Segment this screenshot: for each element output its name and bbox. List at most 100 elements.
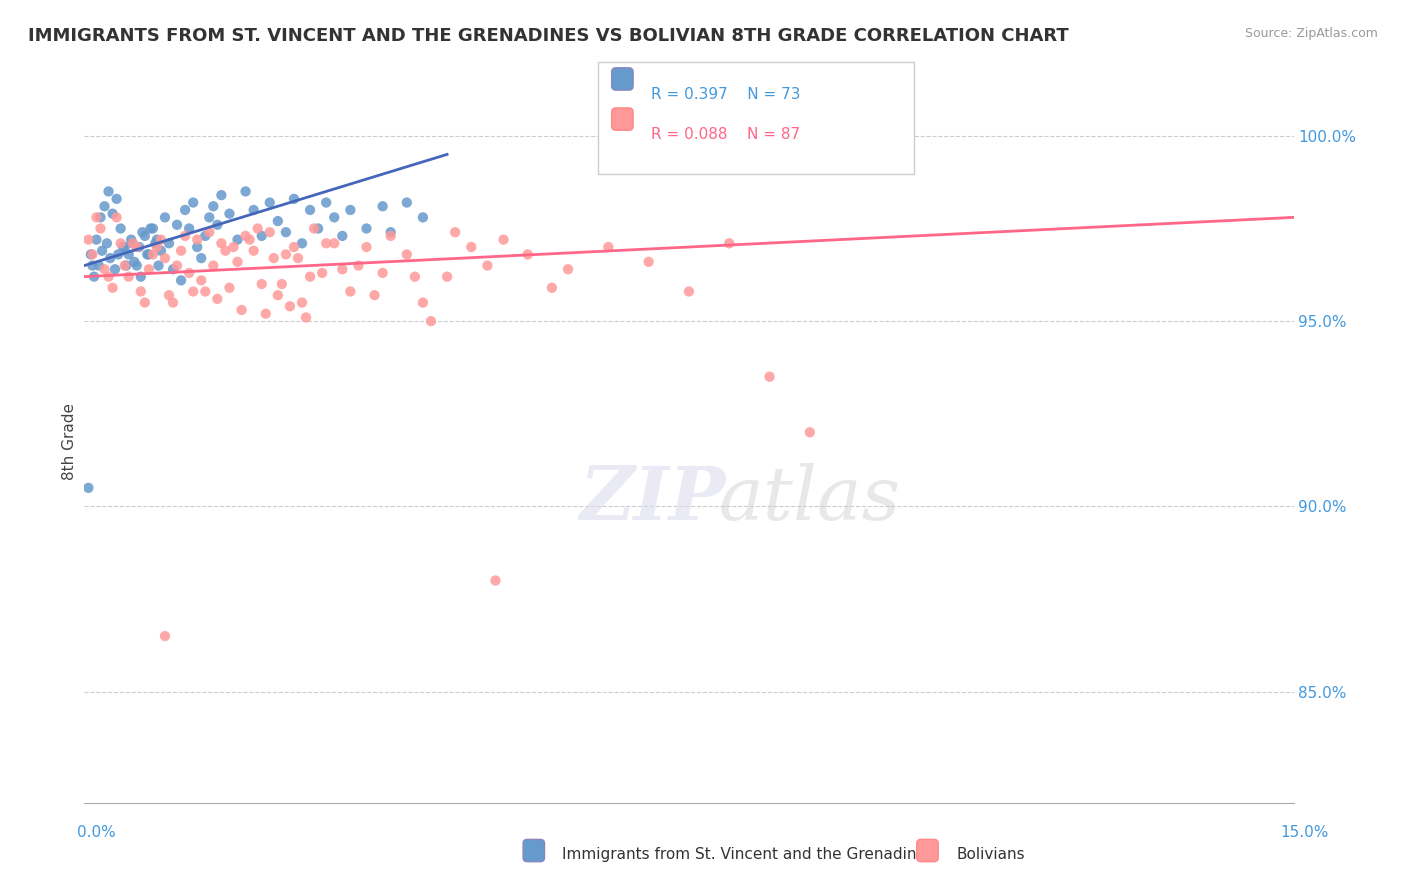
- Point: [460, 240, 482, 254]
- Point: [330, 228, 353, 243]
- Point: [194, 228, 217, 243]
- Point: [82, 247, 104, 261]
- Point: [226, 255, 249, 269]
- Point: [153, 629, 176, 643]
- Point: [129, 285, 152, 299]
- Point: [121, 236, 143, 251]
- Point: [93, 199, 115, 213]
- Point: [131, 225, 153, 239]
- Point: [371, 199, 394, 213]
- Point: [97, 269, 120, 284]
- Point: [242, 244, 264, 258]
- Point: [291, 236, 314, 251]
- Point: [347, 259, 370, 273]
- Point: [557, 262, 579, 277]
- Point: [112, 240, 135, 254]
- Point: [270, 277, 292, 291]
- Point: [404, 269, 426, 284]
- Point: [254, 307, 277, 321]
- Point: [291, 295, 314, 310]
- Point: [181, 195, 204, 210]
- Point: [274, 225, 297, 239]
- Point: [139, 221, 162, 235]
- Point: [484, 574, 506, 588]
- Point: [239, 233, 262, 247]
- Point: [202, 259, 225, 273]
- Point: [492, 233, 515, 247]
- Point: [146, 240, 169, 254]
- Point: [115, 259, 138, 273]
- Point: [356, 240, 378, 254]
- Point: [170, 244, 193, 258]
- Point: [311, 266, 333, 280]
- Point: [287, 251, 309, 265]
- Point: [128, 240, 150, 254]
- Point: [170, 273, 193, 287]
- Point: [80, 247, 103, 261]
- Point: [157, 288, 180, 302]
- Text: 15.0%: 15.0%: [1281, 825, 1329, 840]
- Text: IMMIGRANTS FROM ST. VINCENT AND THE GRENADINES VS BOLIVIAN 8TH GRADE CORRELATION: IMMIGRANTS FROM ST. VINCENT AND THE GREN…: [28, 27, 1069, 45]
- Text: Bolivians: Bolivians: [956, 847, 1025, 862]
- Point: [142, 247, 165, 261]
- Point: [299, 202, 322, 217]
- Point: [149, 244, 172, 258]
- Point: [125, 259, 148, 273]
- Point: [110, 236, 132, 251]
- Point: [104, 262, 127, 277]
- Point: [444, 225, 467, 239]
- Y-axis label: 8th Grade: 8th Grade: [62, 403, 77, 480]
- Point: [143, 236, 166, 251]
- Point: [235, 185, 257, 199]
- Text: Immigrants from St. Vincent and the Grenadines: Immigrants from St. Vincent and the Gren…: [562, 847, 935, 862]
- Point: [166, 259, 188, 273]
- Point: [209, 188, 232, 202]
- Point: [323, 236, 346, 251]
- Point: [96, 236, 118, 251]
- Text: Source: ZipAtlas.com: Source: ZipAtlas.com: [1244, 27, 1378, 40]
- Point: [246, 221, 269, 235]
- Point: [267, 214, 290, 228]
- Point: [120, 233, 142, 247]
- Point: [250, 228, 273, 243]
- Point: [89, 211, 111, 225]
- Point: [395, 247, 418, 261]
- Point: [315, 236, 337, 251]
- Point: [412, 295, 434, 310]
- Point: [299, 269, 322, 284]
- Point: [274, 247, 297, 261]
- Point: [380, 225, 402, 239]
- Text: ZIP: ZIP: [579, 463, 725, 535]
- Point: [339, 285, 361, 299]
- Point: [242, 202, 264, 217]
- Point: [77, 233, 100, 247]
- Point: [179, 266, 201, 280]
- Point: [162, 295, 184, 310]
- Point: [134, 295, 156, 310]
- Point: [148, 259, 170, 273]
- Point: [162, 262, 184, 277]
- Point: [207, 292, 229, 306]
- Point: [637, 255, 659, 269]
- Point: [263, 251, 285, 265]
- Point: [110, 221, 132, 235]
- Point: [136, 247, 159, 261]
- Point: [477, 259, 499, 273]
- Point: [190, 251, 212, 265]
- Point: [302, 221, 325, 235]
- Point: [516, 247, 538, 261]
- Point: [207, 218, 229, 232]
- Point: [218, 207, 240, 221]
- Point: [194, 285, 217, 299]
- Point: [82, 259, 104, 273]
- Point: [149, 233, 172, 247]
- Point: [214, 244, 236, 258]
- Point: [436, 269, 458, 284]
- Point: [138, 262, 160, 277]
- Point: [174, 228, 197, 243]
- Point: [678, 285, 700, 299]
- Point: [181, 285, 204, 299]
- Point: [799, 425, 821, 440]
- Point: [363, 288, 385, 302]
- Text: atlas: atlas: [718, 463, 901, 535]
